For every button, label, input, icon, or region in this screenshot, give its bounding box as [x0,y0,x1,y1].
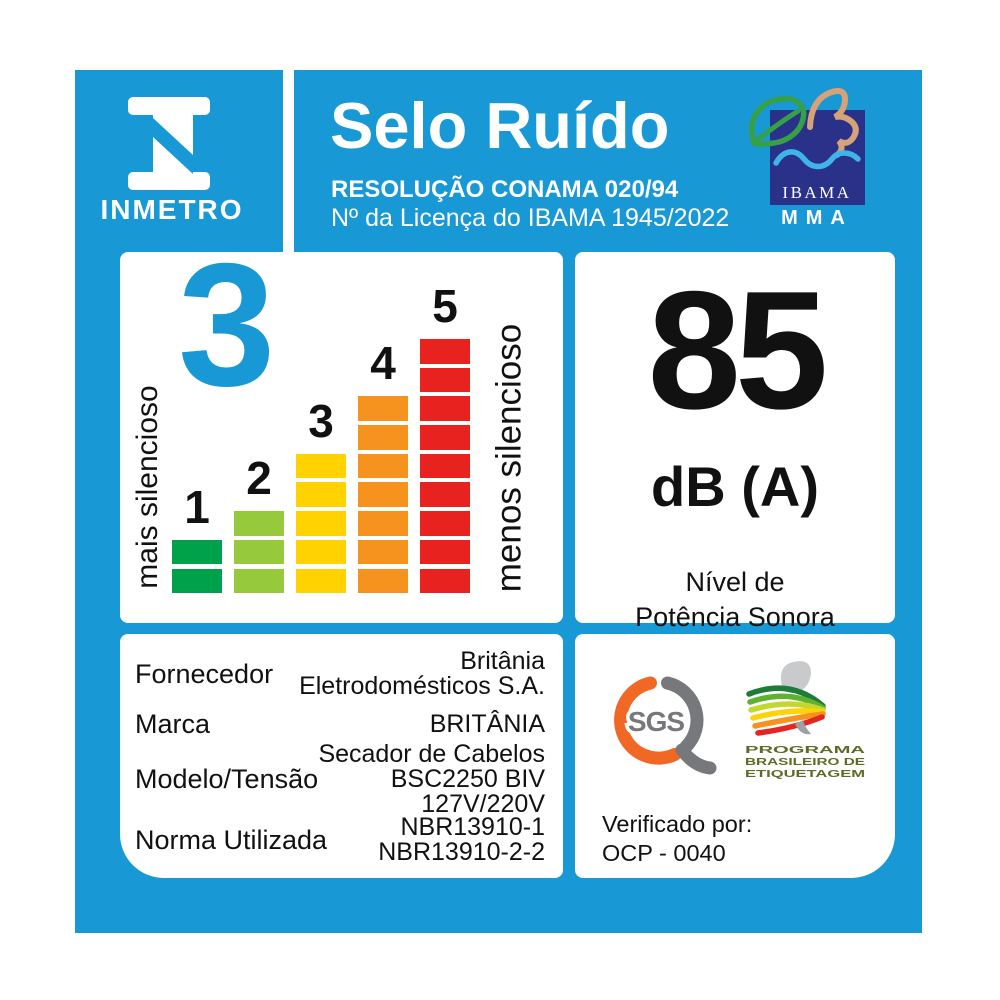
verified-by-label: Verificado por: [602,811,753,837]
mma-label: MMA [781,207,853,229]
noise-class-bar-3 [296,453,346,593]
bar-number-label: 3 [308,394,334,447]
bar-segment [234,568,284,593]
bar-segment [420,396,470,421]
verification-panel: SGS PROGRAMA BRASILEIRO DE ETIQUETAGEM V… [575,634,895,878]
axis-label-louder: menos silencioso [489,323,529,593]
inmetro-logo-icon [128,97,210,190]
bar-segment [358,453,408,479]
detail-row: Marca BRITÂNIA [135,704,545,744]
bar-segment [420,339,470,364]
header-divider [283,70,294,252]
selo-ruido-label: INMETRO Selo Ruído RESOLUÇÃO CONAMA 020/… [75,70,922,933]
resolution-text: RESOLUÇÃO CONAMA 020/94 [331,176,679,203]
bar-segment [420,539,470,565]
bar-segment [234,539,284,565]
bar-segment [358,568,408,593]
header: INMETRO Selo Ruído RESOLUÇÃO CONAMA 020/… [75,70,922,252]
sgs-label: SGS [628,706,684,737]
pbe-logo-icon: PROGRAMA BRASILEIRO DE ETIQUETAGEM [745,661,866,780]
inmetro-wordmark: INMETRO [100,194,244,225]
pbe-line2: BRASILEIRO DE [745,756,865,768]
bar-number-label: 2 [246,452,272,505]
bar-segment [296,482,346,507]
bar-segment [296,453,346,479]
db-caption: Nível de Potência Sonora [635,565,835,635]
bar-segment [358,511,408,536]
wave-icon [773,149,861,170]
detail-row: Norma Utilizada NBR13910-1 NBR13910-2-2 [135,814,545,866]
bar-segment [172,539,222,565]
detail-label: Modelo/Tensão [135,763,319,794]
db-value: 85 [647,256,829,444]
pbe-cone [780,661,811,694]
verified-by-block: Verificado por: OCP - 0040 [602,810,752,869]
db-caption-line1: Nível de [685,567,785,597]
detail-value: BRITÂNIA [429,709,545,738]
license-text: Nº da Licença do IBAMA 1945/2022 [331,204,730,232]
verified-by-value: OCP - 0040 [602,840,726,867]
bar-segment [296,511,346,536]
noise-class-bar-1 [172,539,222,593]
leaf-icon [749,96,807,147]
pbe-line1: PROGRAMA [745,744,866,756]
detail-label: Norma Utilizada [135,824,328,855]
squiggle-icon [807,88,859,158]
bar-segment [420,425,470,450]
detail-label: Fornecedor [135,658,274,689]
bar-segment [420,568,470,593]
sound-power-panel: 85 dB (A) Nível de Potência Sonora [575,252,895,632]
detail-value: NBR13910-1 NBR13910-2-2 [378,813,545,866]
db-unit: dB (A) [651,455,819,518]
product-details-panel: Fornecedor Britânia Eletrodomésticos S.A. M… [120,634,563,878]
detail-row: Fornecedor Britânia Eletrodomésticos S.A. [135,644,545,704]
bar-segment [358,425,408,450]
noise-class-bar-5 [420,339,470,593]
noise-class-bar-4 [358,396,408,593]
noise-class-bar-2 [234,511,284,593]
bar-number-label: 1 [184,480,210,533]
bar-number-label: 5 [432,279,458,332]
bar-segment [420,511,470,536]
pbe-line3: ETIQUETAGEM [745,768,865,780]
bar-number-label: 4 [370,337,396,390]
ibama-mma-logo-icon: IBAMA MMA [749,88,865,229]
ibama-label: IBAMA [782,183,851,202]
bar-segment [358,539,408,565]
bar-segment [296,568,346,593]
bar-segment [172,568,222,593]
sgs-logo-icon: SGS [614,676,717,775]
bar-segment [358,396,408,421]
bar-segment [420,367,470,393]
selected-noise-level: 3 [178,228,276,423]
axis-label-quieter: mais silencioso [131,385,164,589]
bar-segment [296,539,346,565]
bar-segment [420,482,470,507]
detail-value: Britânia Eletrodomésticos S.A. [299,647,545,700]
bar-segment [234,511,284,536]
bar-segment [358,482,408,507]
detail-label: Marca [135,708,211,739]
page-title: Selo Ruído [330,89,670,162]
detail-row: Modelo/Tensão Secador de Cabelos BSC2250 B… [135,739,545,818]
db-caption-line2: Potência Sonora [635,602,835,633]
bar-segment [420,453,470,479]
detail-value: Secador de Cabelos BSC2250 BIV 127V/220V [318,739,545,818]
